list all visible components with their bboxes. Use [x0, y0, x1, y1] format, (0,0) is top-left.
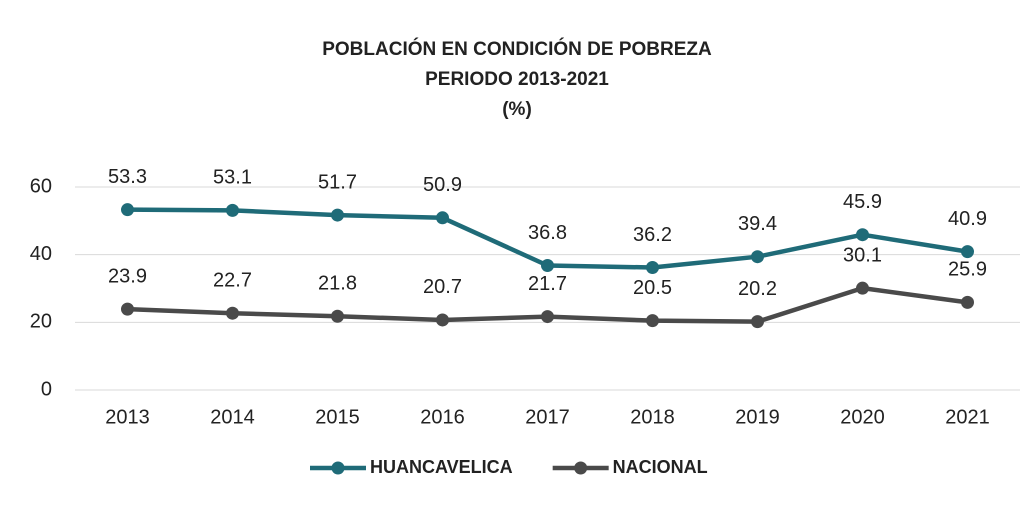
x-tick-label: 2021 [945, 406, 990, 428]
data-label: 20.5 [633, 277, 672, 299]
legend-label: NACIONAL [613, 457, 708, 477]
data-label: 23.9 [108, 265, 147, 287]
data-point [541, 310, 554, 324]
y-tick-label: 0 [41, 378, 52, 400]
x-tick-label: 2014 [210, 406, 255, 428]
data-label: 50.9 [423, 174, 462, 196]
data-point [436, 313, 449, 327]
legend-label: HUANCAVELICA [370, 457, 513, 477]
data-label: 53.1 [213, 167, 252, 189]
data-label: 45.9 [843, 191, 882, 213]
data-point [961, 295, 974, 309]
x-tick-label: 2019 [735, 406, 780, 428]
unit-label: (%) [502, 99, 532, 120]
data-label: 21.8 [318, 273, 357, 295]
data-point [751, 315, 764, 329]
chart-subtitle: PERIODO 2013-2021 [425, 69, 609, 90]
data-point [646, 261, 659, 275]
data-label: 36.8 [528, 222, 567, 244]
data-point [751, 250, 764, 264]
x-tick-label: 2016 [420, 406, 465, 428]
data-label: 22.7 [213, 269, 252, 291]
chart-title: POBLACIÓN EN CONDICIÓN DE POBREZA [322, 38, 712, 60]
data-label: 40.9 [948, 208, 987, 230]
data-point [121, 302, 134, 316]
data-point [436, 211, 449, 225]
legend-marker [574, 461, 588, 475]
legend-marker [331, 461, 345, 475]
x-tick-label: 2017 [525, 406, 570, 428]
data-point [121, 203, 134, 217]
y-tick-label: 40 [30, 243, 52, 265]
y-tick-label: 20 [30, 311, 52, 333]
data-label: 21.7 [528, 273, 567, 295]
data-point [331, 309, 344, 323]
x-tick-label: 2013 [105, 406, 150, 428]
data-label: 25.9 [948, 259, 987, 281]
x-tick-label: 2015 [315, 406, 360, 428]
data-label: 53.3 [108, 166, 147, 188]
data-point [226, 306, 239, 320]
data-label: 39.4 [738, 213, 777, 235]
data-point [646, 314, 659, 328]
data-point [226, 203, 239, 217]
data-label: 20.2 [738, 278, 777, 300]
data-label: 36.2 [633, 224, 672, 246]
data-point [331, 208, 344, 222]
data-point [961, 245, 974, 259]
y-tick-label: 60 [30, 175, 52, 197]
data-label: 30.1 [843, 244, 882, 266]
data-label: 20.7 [423, 276, 462, 298]
data-point [856, 228, 869, 242]
x-tick-label: 2018 [630, 406, 675, 428]
x-tick-label: 2020 [840, 406, 885, 428]
data-point [541, 258, 554, 272]
data-point [856, 281, 869, 295]
data-label: 51.7 [318, 171, 357, 193]
